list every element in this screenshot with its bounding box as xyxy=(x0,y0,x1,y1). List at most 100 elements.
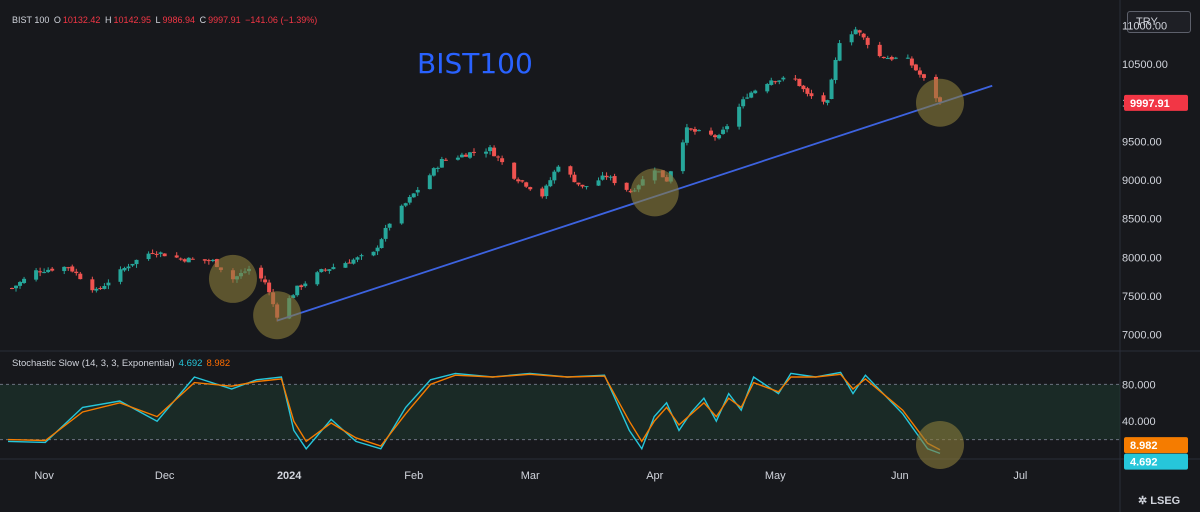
candle-body xyxy=(877,44,882,57)
candle-body xyxy=(375,247,380,252)
candle-body xyxy=(801,85,806,90)
stochastic-d-line xyxy=(7,373,941,451)
candle-body xyxy=(471,151,476,153)
candle-body xyxy=(146,253,151,260)
candle-body xyxy=(162,253,167,257)
candle-body xyxy=(516,179,521,182)
candle-body xyxy=(765,84,770,92)
candle-body xyxy=(496,156,501,158)
price-tick-label: 7500.00 xyxy=(1122,291,1162,303)
close-value: 9997.91 xyxy=(208,15,241,25)
candle-body xyxy=(78,273,83,280)
candle-body xyxy=(604,175,609,178)
candle-body xyxy=(14,285,19,289)
candle-body xyxy=(118,269,123,282)
candle-body xyxy=(568,166,573,175)
candle-body xyxy=(857,30,862,33)
low-label: L xyxy=(155,15,161,25)
logo-icon: ✲ xyxy=(1138,495,1151,507)
candle-body xyxy=(303,283,308,287)
last-price-tag: 9997.91 xyxy=(1130,98,1170,110)
candle-body xyxy=(528,187,533,190)
candle-body xyxy=(291,295,296,299)
candle-body xyxy=(893,57,898,59)
open-value: 10132.42 xyxy=(62,15,101,25)
stochastic-header: Stochastic Slow (14, 3, 3, Exponential) 4… xyxy=(12,358,230,369)
candle-body xyxy=(34,270,39,280)
candle-body xyxy=(837,43,842,61)
candle-body xyxy=(737,106,742,127)
candle-body xyxy=(696,130,701,132)
stochastic-d-tag: 8.982 xyxy=(1130,440,1158,452)
candle-body xyxy=(709,130,714,135)
candle-body xyxy=(725,126,730,130)
candle-body xyxy=(753,90,758,94)
candle-body xyxy=(628,190,633,193)
x-axis: Nov Dec 2024 Feb Mar Apr May Jun Jul xyxy=(34,470,1027,482)
candle-body xyxy=(572,174,577,183)
candle-body xyxy=(556,166,561,172)
candle-body xyxy=(548,180,553,187)
candle-body xyxy=(580,184,585,187)
price-tick-label: 7000.00 xyxy=(1122,330,1162,342)
candle-body xyxy=(150,252,155,254)
candle-body xyxy=(38,271,43,273)
candle-body xyxy=(576,182,581,185)
candle-body xyxy=(917,70,922,75)
highlight-circles xyxy=(208,78,964,340)
candle-body xyxy=(688,128,693,130)
candle-body xyxy=(319,269,324,273)
highlight-circle xyxy=(630,168,679,217)
candle-body xyxy=(600,175,605,180)
x-tick-label: Jun xyxy=(891,470,909,482)
candle-body xyxy=(439,158,444,168)
candle-body xyxy=(825,100,830,103)
price-tick-label: 8500.00 xyxy=(1122,214,1162,226)
candle-body xyxy=(921,74,926,78)
candle-body xyxy=(777,80,782,82)
candle-body xyxy=(327,269,332,271)
close-label: C xyxy=(199,15,207,25)
candle-body xyxy=(42,272,47,274)
currency-button[interactable]: TRY xyxy=(1127,11,1191,33)
price-tick-label: 9000.00 xyxy=(1122,175,1162,187)
candle-body xyxy=(331,267,336,270)
candle-body xyxy=(351,259,356,264)
price-tick-label: 8000.00 xyxy=(1122,252,1162,264)
candle-body xyxy=(692,129,697,132)
stochastic-k-tag: 4.692 xyxy=(1130,457,1158,469)
candle-body xyxy=(62,266,67,272)
candle-body xyxy=(130,263,135,266)
highlight-circle xyxy=(916,78,964,127)
candle-body xyxy=(267,282,272,293)
price-tags: 9997.91 8.982 4.692 xyxy=(1124,94,1188,470)
candle-body xyxy=(781,77,786,80)
x-tick-label: Mar xyxy=(521,470,540,482)
candle-body xyxy=(861,33,866,38)
candle-body xyxy=(793,78,798,80)
candle-body xyxy=(749,92,754,98)
candle-body xyxy=(379,239,384,249)
lseg-logo: ✲ LSEG xyxy=(1138,494,1180,507)
candle-body xyxy=(540,188,545,197)
candle-body xyxy=(343,263,348,268)
price-tick-label: 10500.00 xyxy=(1122,59,1168,71)
candle-body xyxy=(431,168,436,176)
candle-body xyxy=(134,259,139,265)
x-tick-label: Dec xyxy=(155,470,175,482)
x-tick-label: Nov xyxy=(34,470,54,482)
candle-body xyxy=(66,267,71,269)
low-value: 9986.94 xyxy=(162,15,196,25)
candle-body xyxy=(355,257,360,260)
candle-body xyxy=(885,58,890,60)
open-label: O xyxy=(53,15,61,25)
candle-body xyxy=(584,186,589,188)
stochastic-tick-label: 80.000 xyxy=(1122,379,1156,391)
candle-body xyxy=(158,252,163,254)
symbol-label: BIST 100 xyxy=(12,15,50,25)
stochastic-k-tag-bg xyxy=(1124,453,1188,470)
candle-body xyxy=(74,271,79,274)
candle-body xyxy=(443,159,448,161)
candle-body xyxy=(126,266,131,269)
